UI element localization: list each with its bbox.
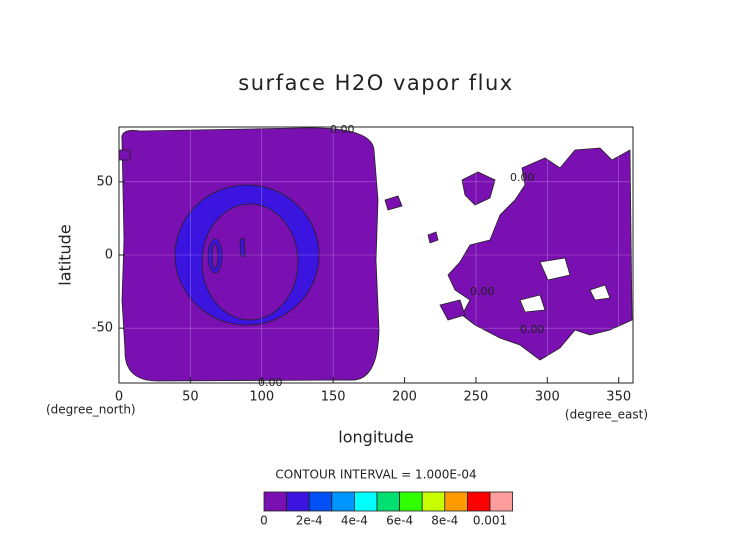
colorbar-box [399,491,423,512]
colorbar-box [353,491,378,512]
chart-title: surface H2O vapor flux [238,71,513,95]
region [207,238,223,274]
y-tick-label: 50 [96,174,113,189]
x-axis-label: longitude [338,428,413,447]
x-tick-label: 0 [115,390,123,405]
colorbar-box [466,491,491,512]
x-tick-label: 100 [249,390,274,405]
y-tick-label: 0 [105,248,113,263]
contour-interval: CONTOUR INTERVAL = 1.000E-04 [275,468,476,482]
colorbar-box [286,491,310,512]
region [174,184,320,326]
colorbar-tick-label: 8e-4 [431,514,458,528]
x-tick-label: 350 [606,390,631,405]
colorbar-box [444,491,468,512]
contour-label: 0.00 [470,285,495,298]
x-tick-label: 250 [464,390,489,405]
region [447,147,633,361]
contour-label: 0.00 [330,123,355,136]
y-tick-label: -50 [92,321,113,336]
colorbar-box [489,491,514,512]
region [439,299,466,321]
contour-label: 0.00 [510,171,535,184]
colorbar-box [308,491,333,512]
region [427,231,439,244]
colorbar-tick-label: 0.001 [473,514,507,528]
contour-label: 0.00 [520,323,545,336]
region [461,171,496,206]
x-tick-label: 150 [321,390,346,405]
colorbar-tick-label: 6e-4 [386,514,413,528]
y-unit: (degree_north) [46,403,136,417]
region [384,195,403,211]
colorbar-box [376,491,401,512]
x-tick-label: 300 [535,390,560,405]
region [239,237,246,257]
colorbar-tick-label: 2e-4 [296,514,323,528]
x-unit: (degree_east) [565,408,648,422]
colorbar-box [331,491,355,512]
contour-fill [118,127,633,383]
region [121,127,380,382]
colorbar-tick-label: 4e-4 [341,514,368,528]
region [118,149,131,161]
plot-frame [118,126,634,384]
x-tick-label: 200 [392,390,417,405]
region-hole [519,257,611,313]
colorbar-box [263,491,288,512]
colorbar-box [421,491,446,512]
y-axis-label: latitude [56,224,75,285]
x-tick-label: 50 [182,390,199,405]
colorbar-tick-label: 0 [260,514,268,528]
